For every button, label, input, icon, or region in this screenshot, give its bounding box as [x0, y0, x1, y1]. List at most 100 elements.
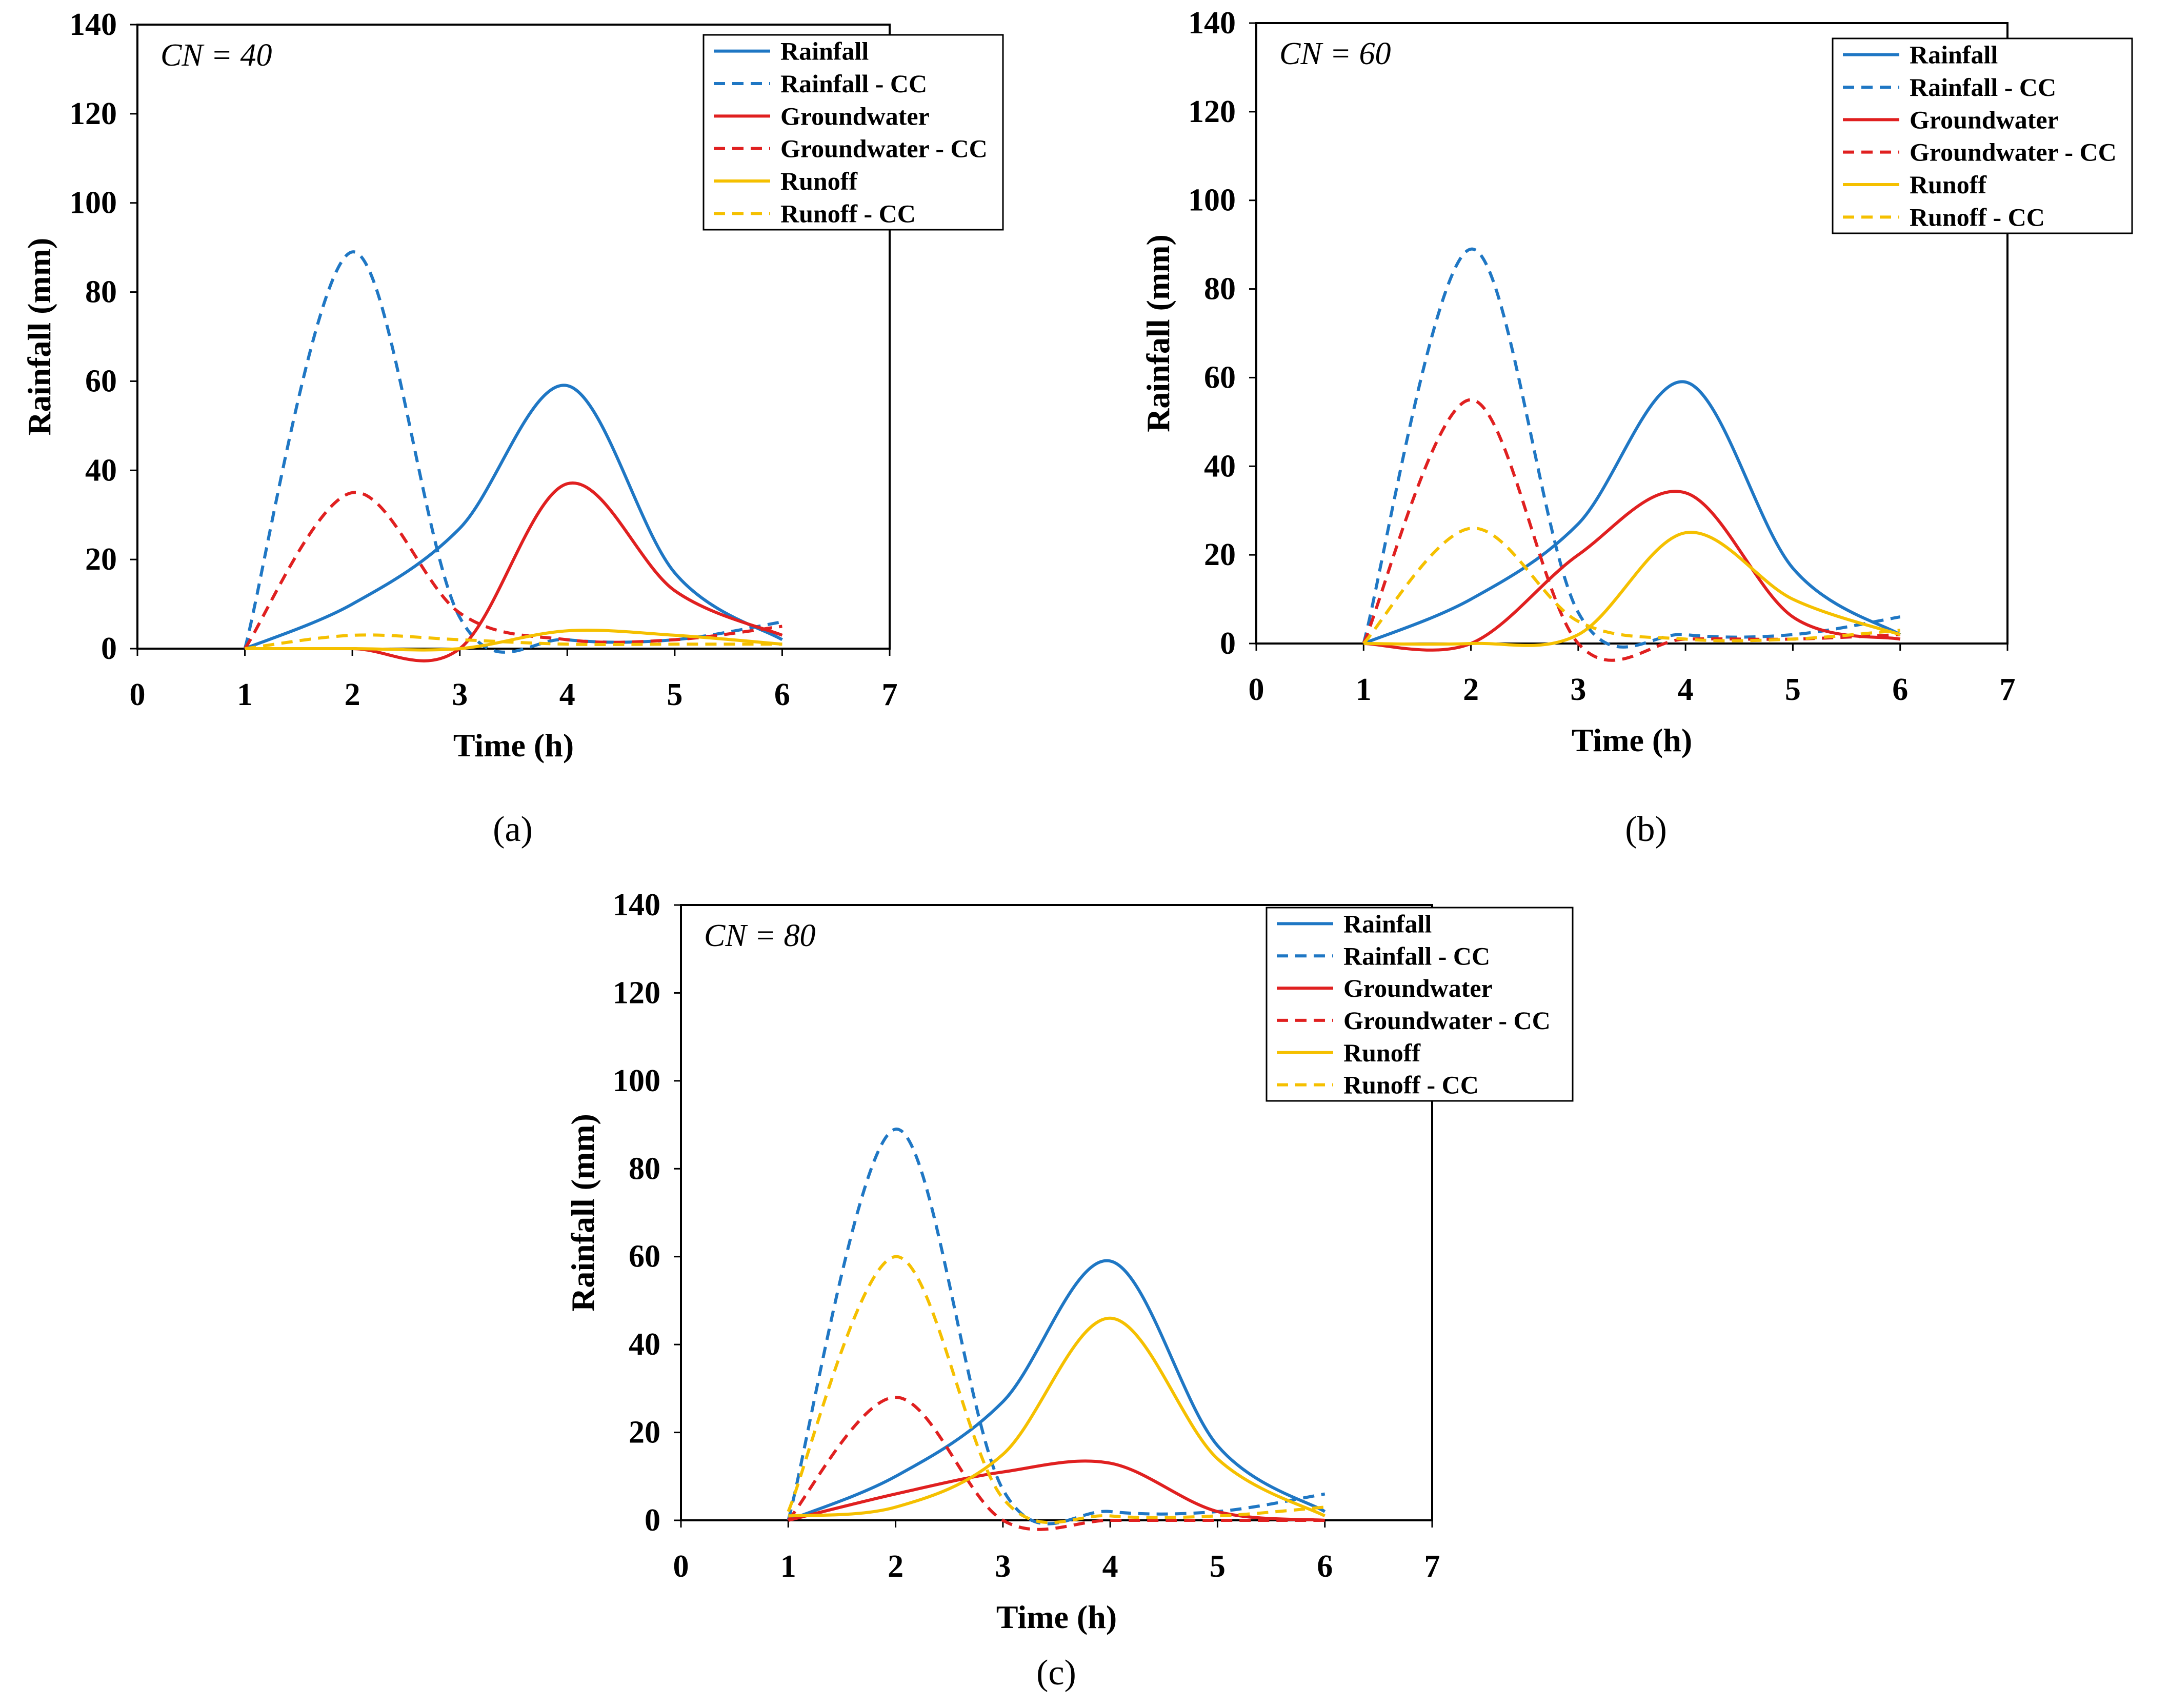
x-tick-label: 0 [673, 1549, 689, 1584]
plot-frame [1255, 22, 2009, 645]
legend-box [1832, 37, 2133, 234]
legend-label: Runoff - CC [780, 199, 916, 228]
legend-label: Runoff [1343, 1038, 1421, 1067]
x-tick-label: 7 [2000, 672, 2016, 707]
y-tick-label: 60 [1204, 360, 1236, 395]
y-tick-label: 120 [1188, 94, 1236, 129]
x-tick-label: 2 [888, 1549, 903, 1584]
cn-annotation: CN = 80 [704, 918, 816, 953]
x-tick-label: 3 [995, 1549, 1011, 1584]
legend-box [1266, 907, 1574, 1102]
x-tick-label: 5 [1785, 672, 1801, 707]
y-tick-label: 140 [69, 7, 117, 42]
legend-label: Groundwater - CC [1910, 138, 2117, 167]
x-axis-title: Time (h) [996, 1599, 1117, 1635]
series-line-rainfall [244, 384, 783, 650]
y-tick-label: 0 [101, 631, 117, 666]
legend-label: Runoff - CC [1343, 1071, 1479, 1099]
legend-label: Groundwater [1910, 105, 2059, 134]
plot-frame [136, 24, 891, 650]
legend-box [702, 34, 1004, 231]
legend-label: Rainfall - CC [1910, 73, 2056, 102]
y-tick-label: 100 [69, 186, 117, 220]
legend: Rainfall Rainfall - CC Groundwater Groundwa… [1266, 907, 1574, 1102]
series-line-runoff-cc [787, 1255, 1325, 1524]
y-tick-label: 20 [1204, 537, 1236, 572]
y-tick-label: 0 [1220, 626, 1236, 661]
x-tick-label: 2 [1463, 672, 1479, 707]
x-tick-label: 4 [1102, 1549, 1118, 1584]
y-tick-label: 40 [1204, 449, 1236, 484]
y-axis-title: Rainfall (mm) [565, 1114, 601, 1312]
series-line-runoff [245, 629, 782, 652]
y-tick-label: 100 [613, 1063, 660, 1098]
legend: Rainfall Rainfall - CC Groundwater Groundwa… [702, 34, 1004, 231]
x-tick-label: 7 [1424, 1549, 1440, 1584]
y-axis-title: Rainfall (mm) [1140, 234, 1176, 432]
series-line-groundwater-cc [787, 1396, 1325, 1531]
y-tick-label: 20 [85, 542, 117, 577]
y-tick-label: 100 [1188, 183, 1236, 218]
x-tick-label: 6 [774, 677, 790, 712]
x-tick-label: 6 [1892, 672, 1908, 707]
cn-annotation: CN = 60 [1279, 36, 1391, 71]
y-tick-label: 140 [613, 888, 660, 922]
cn-annotation: CN = 40 [160, 38, 272, 73]
legend-label: Groundwater [780, 102, 930, 130]
y-tick-label: 40 [85, 453, 117, 488]
y-tick-label: 60 [629, 1239, 660, 1274]
legend-label: Rainfall [1343, 909, 1432, 938]
chart-panel-a: 0 20 40 60 80 100 120 140 0 1 2 3 4 5 6 7 Time (h) Rainfa… [21, 7, 1004, 849]
legend-label: Rainfall - CC [1343, 941, 1490, 970]
y-tick-label: 80 [1204, 272, 1236, 307]
series-line-rainfall-cc [243, 250, 782, 654]
legend-label: Runoff - CC [1910, 203, 2045, 231]
legend-label: Runoff [1910, 170, 1987, 199]
x-tick-label: 3 [1570, 672, 1586, 707]
x-tick-label: 4 [1678, 672, 1694, 707]
x-tick-label: 2 [345, 677, 360, 712]
series-line-rainfall [788, 1259, 1326, 1522]
series-line-runoff [788, 1316, 1326, 1518]
x-axis-title: Time (h) [453, 727, 574, 763]
y-tick-label: 60 [85, 364, 117, 398]
x-tick-label: 7 [882, 677, 898, 712]
y-tick-label: 140 [1188, 6, 1236, 41]
x-tick-label: 6 [1317, 1549, 1333, 1584]
legend-label: Groundwater - CC [780, 134, 988, 163]
legend: Rainfall Rainfall - CC Groundwater Groundwa… [1832, 37, 2133, 234]
x-tick-label: 3 [452, 677, 468, 712]
series-line-runoff-cc [1362, 527, 1900, 645]
chart-panel-b: 0 20 40 60 80 100 120 140 0 1 2 3 4 5 6 7 Time (h) Rainfa… [1140, 6, 2133, 849]
panel-label: (a) [493, 810, 533, 849]
y-tick-label: 80 [85, 275, 117, 310]
y-tick-label: 40 [629, 1327, 660, 1362]
y-tick-label: 20 [629, 1415, 660, 1450]
series-line-rainfall-cc [1362, 247, 1901, 649]
series-line-groundwater [1363, 490, 1901, 652]
x-tick-label: 5 [667, 677, 682, 712]
legend-label: Groundwater [1343, 974, 1493, 1002]
legend-label: Runoff [780, 167, 858, 195]
y-axis-title: Rainfall (mm) [21, 238, 57, 436]
panel-label: (c) [1036, 1653, 1076, 1693]
x-tick-label: 5 [1210, 1549, 1226, 1584]
legend-label: Rainfall [780, 37, 869, 66]
series-line-rainfall [1363, 380, 1901, 645]
panel-label: (b) [1625, 810, 1667, 849]
x-tick-label: 1 [1356, 672, 1372, 707]
series-line-groundwater-cc [244, 491, 782, 650]
x-tick-label: 0 [130, 677, 146, 712]
x-tick-label: 1 [780, 1549, 796, 1584]
series-line-runoff-cc [245, 633, 782, 650]
y-tick-label: 120 [69, 96, 117, 131]
legend-label: Rainfall - CC [780, 69, 927, 98]
legend-label: Groundwater - CC [1343, 1006, 1551, 1035]
series-line-runoff [1363, 531, 1901, 647]
y-tick-label: 0 [645, 1503, 660, 1538]
x-axis-title: Time (h) [1572, 722, 1692, 758]
y-tick-label: 120 [613, 975, 660, 1010]
legend-label: Rainfall [1910, 41, 1998, 69]
x-tick-label: 0 [1249, 672, 1264, 707]
